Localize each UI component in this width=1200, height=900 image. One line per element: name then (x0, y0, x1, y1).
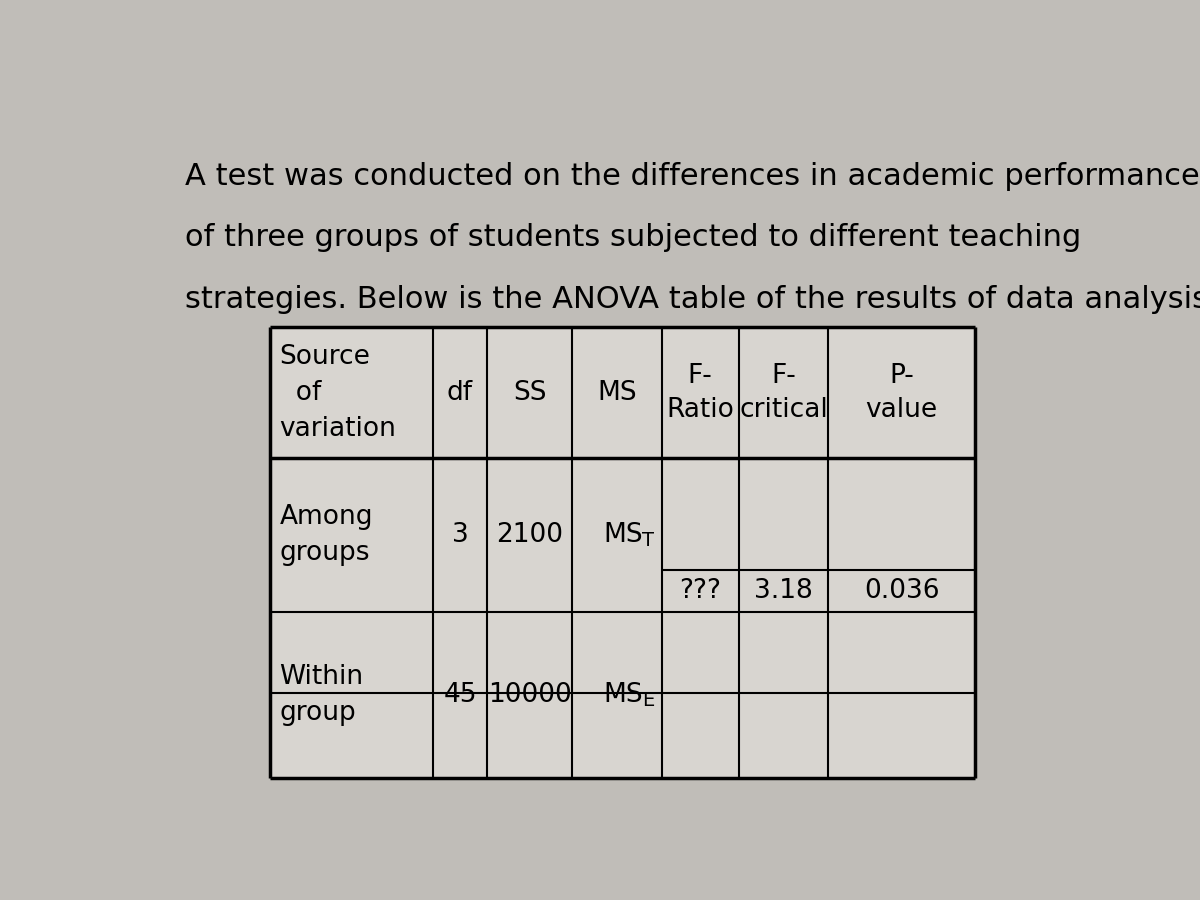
Text: strategies. Below is the ANOVA table of the results of data analysis.: strategies. Below is the ANOVA table of … (185, 285, 1200, 314)
Text: 2100: 2100 (497, 522, 563, 548)
Text: 45: 45 (443, 682, 476, 708)
Text: Among
groups: Among groups (280, 504, 373, 566)
Text: value: value (865, 397, 938, 423)
Text: A test was conducted on the differences in academic performance: A test was conducted on the differences … (185, 162, 1200, 191)
Text: MS: MS (602, 522, 643, 548)
Text: T: T (642, 531, 654, 551)
Text: of three groups of students subjected to different teaching: of three groups of students subjected to… (185, 223, 1081, 253)
Text: 0.036: 0.036 (864, 578, 940, 604)
Text: 10000: 10000 (488, 682, 571, 708)
Text: SS: SS (514, 380, 546, 406)
Text: MS: MS (602, 682, 643, 708)
Text: 3.18: 3.18 (754, 578, 812, 604)
Text: Within
group: Within group (280, 664, 364, 726)
Text: Ratio: Ratio (666, 397, 734, 423)
Text: 3: 3 (451, 522, 468, 548)
Text: df: df (446, 380, 473, 406)
Text: Source
  of
variation: Source of variation (280, 344, 396, 442)
Text: P-: P- (889, 363, 914, 389)
Text: F-: F- (688, 363, 713, 389)
Text: F-: F- (772, 363, 796, 389)
Text: ???: ??? (679, 578, 721, 604)
Text: critical: critical (739, 397, 828, 423)
Text: MS: MS (598, 380, 637, 406)
Text: E: E (642, 691, 654, 710)
